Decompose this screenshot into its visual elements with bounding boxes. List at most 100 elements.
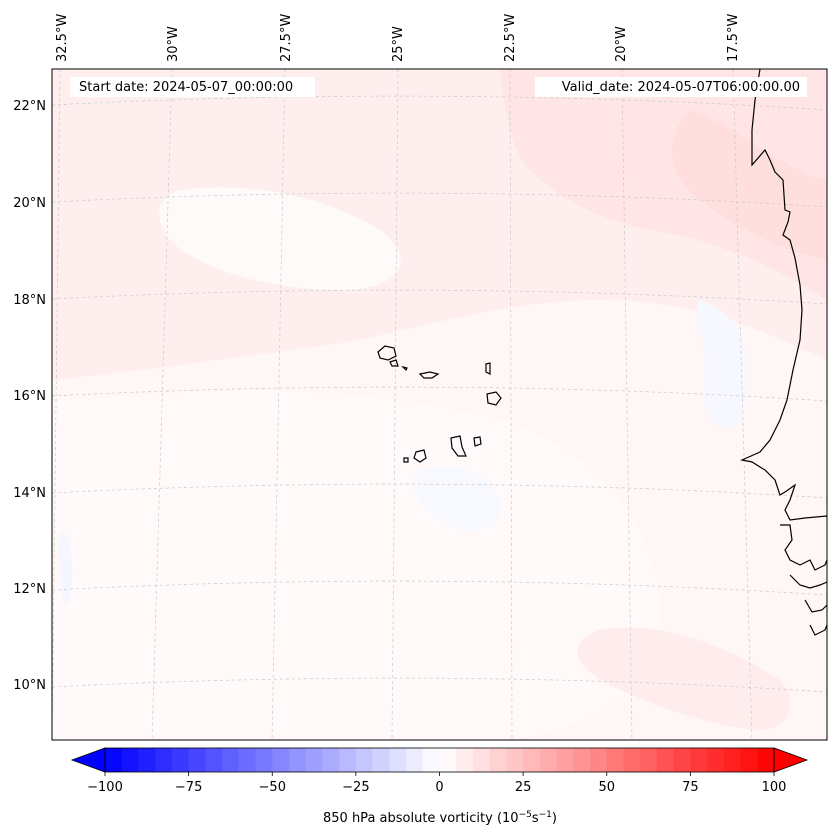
meridian-20w: [621, 69, 633, 740]
colorbar-cell: [723, 748, 742, 772]
island-sao-nicolau: [418, 371, 440, 379]
vorticity-negative-west: [59, 530, 73, 604]
colorbar-cell: [673, 748, 691, 772]
lon-label-22-5w: 22.5°W: [503, 14, 518, 62]
colorbar-cell: [606, 748, 624, 772]
meridian-17-5w: [732, 69, 753, 740]
coastline-africa: [740, 69, 827, 636]
gridlines: [52, 69, 827, 740]
valid-date-label: Valid_date: 2024-05-07T06:00:00.00: [562, 80, 800, 95]
lon-label-30w: 30°W: [166, 26, 181, 62]
colorbar-tick-label: −25: [342, 780, 369, 795]
parallel-18n: [52, 289, 827, 305]
map-panel: [52, 69, 827, 740]
colorbar-cell: [590, 748, 608, 772]
colorbar-cell: [355, 748, 374, 772]
colorbar-extend-high: [773, 747, 809, 773]
lat-label-16n: 16°N: [13, 389, 46, 404]
lon-label-17-5w: 17.5°W: [726, 14, 741, 62]
parallel-10n: [52, 677, 827, 693]
colorbar-cell: [322, 748, 340, 772]
lon-label-32-5w: 32.5°W: [55, 14, 70, 62]
colorbar-tick-label: −100: [87, 780, 123, 795]
colorbar-cell: [506, 748, 524, 772]
colorbar-cells: [105, 748, 775, 772]
colorbar-cell: [389, 748, 407, 772]
colorbar-cell: [372, 748, 390, 772]
colorbar-cell: [640, 748, 658, 772]
vorticity-negative-patch-2: [412, 466, 501, 531]
colorbar-cell: [205, 748, 223, 772]
colorbar-cell: [456, 748, 474, 772]
meridian-30w: [151, 69, 173, 740]
lon-label-27-5w: 27.5°W: [279, 14, 294, 62]
parallel-14n: [52, 483, 827, 499]
lon-label-20w: 20°W: [614, 26, 629, 62]
island-santa-luzia: [401, 365, 408, 372]
colorbar-tick-label: 100: [762, 780, 787, 795]
colorbar-cell: [222, 748, 240, 772]
colorbar-cell: [121, 748, 139, 772]
colorbar-cell: [690, 748, 708, 772]
colorbar-cell: [288, 748, 307, 772]
parallel-12n: [52, 580, 827, 596]
island-brava: [403, 457, 409, 463]
vorticity-negative-patch: [696, 300, 748, 428]
valid-date-box: [535, 77, 807, 97]
colorbar-tick-label: 50: [598, 780, 615, 795]
island-maio: [473, 436, 482, 447]
colorbar-cell: [472, 748, 491, 772]
meridian-22-5w: [509, 69, 513, 740]
colorbar-cell: [539, 748, 558, 772]
colorbar-tick-label: 75: [682, 780, 699, 795]
colorbar-cell: [439, 748, 457, 772]
colorbar-cell: [422, 748, 441, 772]
parallel-16n: [52, 386, 827, 402]
cape-verde-islands: [377, 345, 502, 463]
meridian-25w: [391, 69, 399, 740]
lat-label-18n: 18°N: [13, 293, 46, 308]
map-frame: [51, 68, 828, 741]
island-sao-vicente: [389, 359, 399, 367]
vorticity-weak-patch: [159, 187, 401, 290]
colorbar-cell: [757, 748, 775, 772]
colorbar-cell: [339, 748, 357, 772]
colorbar-cell: [255, 748, 273, 772]
colorbar-cell: [272, 748, 290, 772]
colorbar-cell: [740, 748, 758, 772]
lat-label-10n: 10°N: [13, 678, 46, 693]
colorbar-ticks: −100 −75 −50 −25 0 25 50 75 100: [87, 772, 786, 795]
lon-label-25w: 25°W: [391, 26, 406, 62]
longitude-labels: 32.5°W 30°W 27.5°W 25°W 22.5°W 20°W 17.5…: [55, 14, 741, 62]
colorbar-cell: [155, 748, 173, 772]
colorbar-cell: [305, 748, 323, 772]
colorbar-cell: [188, 748, 206, 772]
meridian-32-5w: [52, 69, 61, 740]
start-date-label: Start date: 2024-05-07_00:00:00: [79, 80, 293, 95]
colorbar-extend-low: [70, 747, 106, 773]
lat-label-14n: 14°N: [13, 486, 46, 501]
colorbar-cell: [138, 748, 156, 772]
island-santiago: [450, 435, 467, 457]
colorbar-cell: [656, 748, 675, 772]
latitude-labels: 22°N 20°N 18°N 16°N 14°N 12°N 10°N: [13, 99, 46, 693]
island-boa-vista: [486, 391, 502, 406]
vorticity-band-northeast: [500, 69, 827, 300]
parallel-22n: [52, 95, 827, 111]
colorbar: −100 −75 −50 −25 0 25 50 75 100 850 hPa absolute…: [70, 747, 809, 826]
colorbar-cell: [556, 748, 574, 772]
colorbar-label: 850 hPa absolute vorticity (10−5s−1): [323, 810, 557, 826]
colorbar-tick-label: −50: [259, 780, 286, 795]
colorbar-tick-label: 25: [515, 780, 532, 795]
colorbar-cell: [573, 748, 591, 772]
colorbar-tick-label: 0: [435, 780, 443, 795]
colorbar-cell: [238, 748, 257, 772]
colorbar-cell: [489, 748, 507, 772]
lat-label-12n: 12°N: [13, 582, 46, 597]
colorbar-cell: [105, 748, 123, 772]
parallel-20n: [52, 192, 827, 208]
lat-label-20n: 20°N: [13, 196, 46, 211]
colorbar-tick-label: −75: [175, 780, 202, 795]
island-fogo: [413, 449, 427, 463]
